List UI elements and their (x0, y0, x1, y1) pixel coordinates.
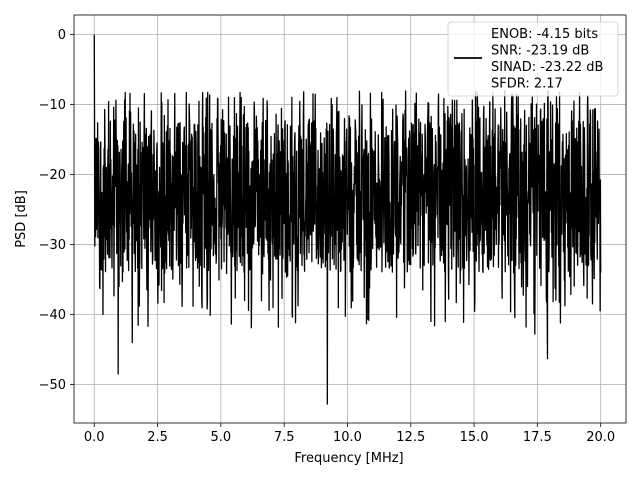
x-tick-label: 15.0 (460, 430, 489, 445)
y-axis-label: PSD [dB] (14, 190, 29, 248)
x-tick-label: 5.0 (211, 430, 232, 445)
plot-frame (73, 14, 627, 424)
legend: ENOB: -4.15 bits SNR: -23.19 dB SINAD: -23… (447, 21, 619, 97)
x-tick-label: 10.0 (333, 430, 362, 445)
x-axis-label: Frequency [MHz] (294, 451, 403, 466)
y-tick-label: −50 (39, 378, 66, 393)
y-tick-label: 0 (58, 28, 66, 43)
x-tick-label: 7.5 (274, 430, 295, 445)
x-axis: 0.0 2.5 5.0 7.5 10.0 12.5 15.0 17.5 20.0 (84, 423, 615, 445)
series-line-psd (93, 34, 602, 405)
x-tick-label: 12.5 (396, 430, 425, 445)
y-tick-label: −40 (39, 308, 66, 323)
y-tick-label: −10 (39, 98, 66, 113)
x-tick-label: 20.0 (586, 430, 615, 445)
x-tick-label: 2.5 (147, 430, 168, 445)
y-tick-label: −20 (39, 168, 66, 183)
x-tick-label: 0.0 (84, 430, 105, 445)
y-axis: 0 −10 −20 −30 −40 −50 (39, 28, 74, 393)
legend-box (447, 21, 619, 97)
legend-label: ENOB: -4.15 bits SNR: -23.19 dB SINAD: -23… (491, 27, 603, 92)
plot-series (93, 34, 602, 405)
y-tick-label: −30 (39, 238, 66, 253)
x-tick-label: 17.5 (523, 430, 552, 445)
